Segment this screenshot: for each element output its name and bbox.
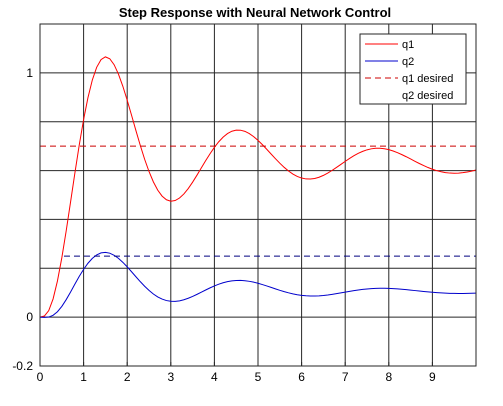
legend: q1 q2 q1 desired q2 desired xyxy=(359,33,467,105)
plot-frame xyxy=(39,23,477,367)
x-tick-label: 2 xyxy=(124,370,131,384)
series-line-q1 xyxy=(39,56,477,318)
legend-box xyxy=(359,33,467,105)
x-tick-label: 6 xyxy=(298,370,305,384)
x-tick-label: 1 xyxy=(80,370,87,384)
series-line-q2 xyxy=(39,251,477,318)
series-layer xyxy=(39,56,477,318)
y-tick-label: 0 xyxy=(26,310,33,324)
x-tick-label: 0 xyxy=(37,370,44,384)
x-tick-label: 4 xyxy=(211,370,218,384)
x-tick-label: 5 xyxy=(255,370,262,384)
legend-label: q2 xyxy=(402,56,414,68)
x-tick-label: 8 xyxy=(385,370,392,384)
y-tick-label: -0.2 xyxy=(12,359,33,373)
chart-title: Step Response with Neural Network Contro… xyxy=(119,5,391,20)
tick-label-layer: 0 1 2 3 4 5 6 7 8 9 -0.2 0 1 xyxy=(12,66,436,384)
x-tick-label: 3 xyxy=(167,370,174,384)
legend-label: q2 desired xyxy=(402,90,453,102)
legend-label: q1 desired xyxy=(402,73,453,85)
x-tick-label: 9 xyxy=(429,370,436,384)
legend-label: q1 xyxy=(402,39,414,51)
y-tick-label: 1 xyxy=(26,66,33,80)
x-tick-label: 7 xyxy=(342,370,349,384)
